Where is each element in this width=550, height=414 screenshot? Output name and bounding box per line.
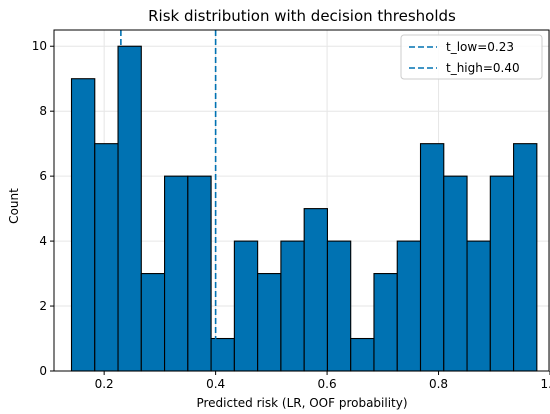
x-axis-ticks: 0.2 0.4 0.6 0.8 1.0 xyxy=(95,371,550,391)
histogram-bar-19 xyxy=(513,143,538,372)
y-tick-label-5: 10 xyxy=(32,39,47,53)
plot-frame xyxy=(53,29,550,372)
histogram-bar-13 xyxy=(373,273,398,372)
histogram-bar-18 xyxy=(489,175,515,372)
y-axis-label: Count xyxy=(7,188,21,224)
chart-title: Risk distribution with decision threshol… xyxy=(148,7,456,25)
y-axis-ticks: 0 2 4 6 8 10 xyxy=(32,39,54,378)
y-tick-label-4: 8 xyxy=(39,104,47,118)
x-tick-label-4: 1.0 xyxy=(540,377,550,391)
histogram-bar-5 xyxy=(187,175,212,372)
histogram-bar-16 xyxy=(443,175,468,372)
histogram-bar-0 xyxy=(70,78,96,372)
histogram-bar-10 xyxy=(303,208,328,372)
legend-label-t-high: t_high=0.40 xyxy=(446,61,520,75)
histogram-bar-12 xyxy=(350,337,375,372)
histogram-bar-15 xyxy=(419,143,445,372)
histogram-bar-3 xyxy=(140,273,166,372)
x-tick-label-0: 0.2 xyxy=(95,377,114,391)
legend: t_low=0.23 t_high=0.40 xyxy=(400,34,543,80)
histogram-bar-8 xyxy=(257,273,282,372)
histogram-bar-7 xyxy=(233,240,259,372)
x-tick-label-1: 0.4 xyxy=(206,377,225,391)
histogram-bar-14 xyxy=(396,240,422,372)
y-tick-label-3: 6 xyxy=(39,169,47,183)
x-tick-label-3: 0.8 xyxy=(429,377,448,391)
histogram-bar-4 xyxy=(164,175,189,372)
histogram-bar-11 xyxy=(326,240,352,372)
threshold-lines xyxy=(120,30,217,371)
histogram-bar-1 xyxy=(94,143,119,372)
histogram-bars xyxy=(70,45,538,372)
histogram-bar-9 xyxy=(280,240,305,372)
y-tick-label-0: 0 xyxy=(39,364,47,378)
y-tick-label-2: 4 xyxy=(39,234,47,248)
x-tick-label-2: 0.6 xyxy=(318,377,337,391)
histogram-bar-6 xyxy=(210,337,235,372)
legend-label-t-low: t_low=0.23 xyxy=(446,40,514,54)
histogram-bar-17 xyxy=(466,240,491,372)
x-axis-label: Predicted risk (LR, OOF probability) xyxy=(196,396,407,410)
y-tick-label-1: 2 xyxy=(39,299,47,313)
